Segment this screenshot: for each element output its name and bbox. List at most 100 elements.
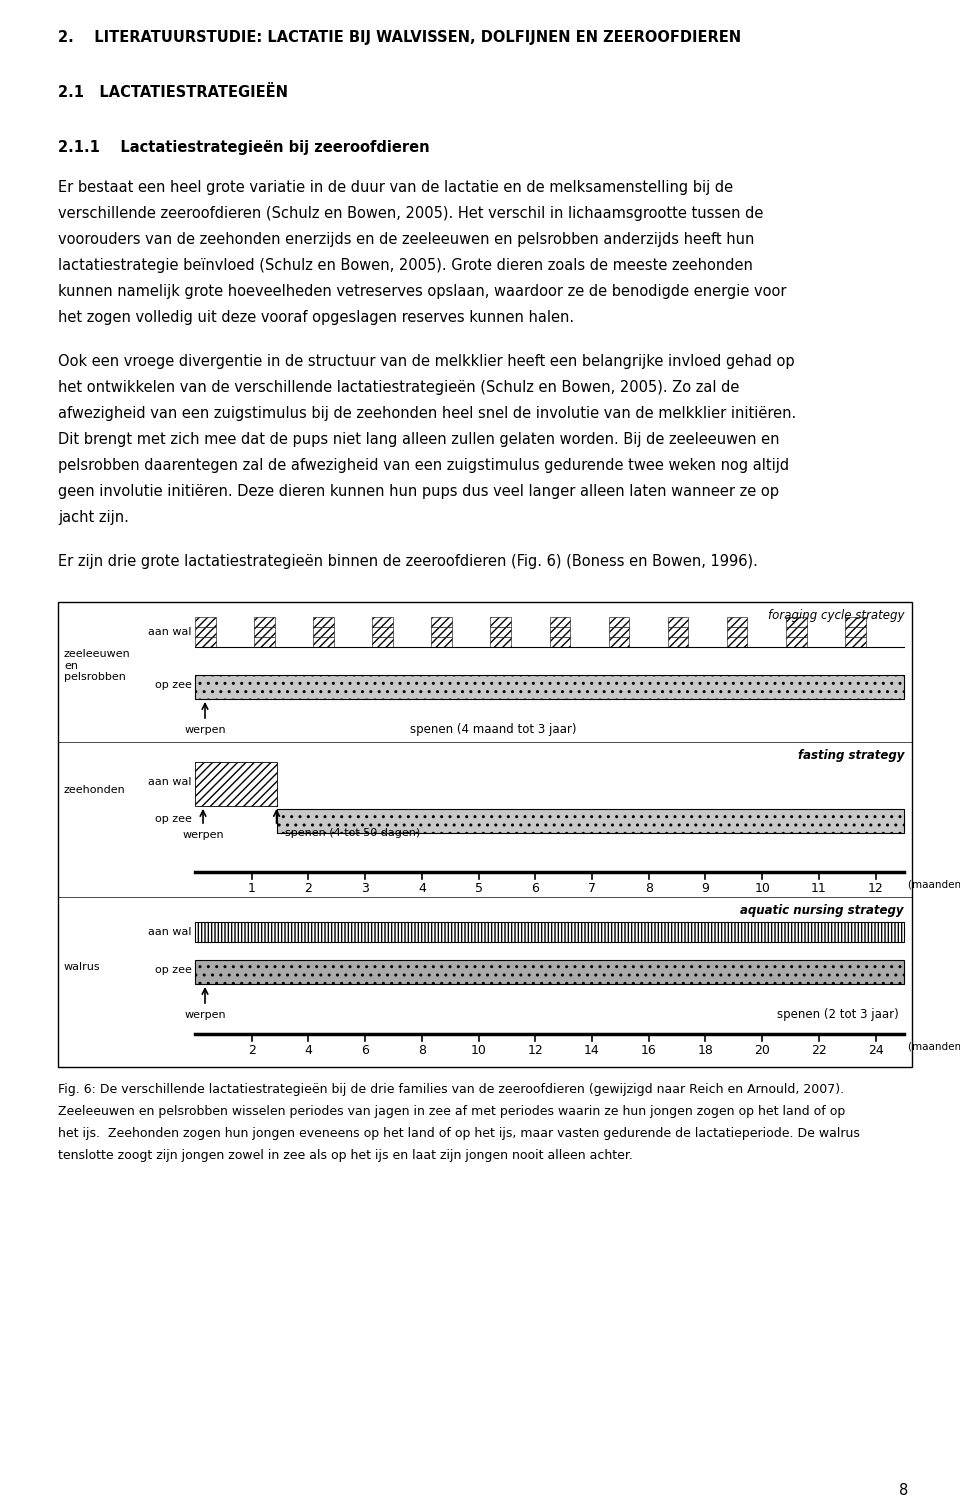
Text: 14: 14 xyxy=(585,1043,600,1057)
Bar xyxy=(58,602,912,1067)
Text: kunnen namelijk grote hoeveelheden vetreserves opslaan, waardoor ze de benodigde: kunnen namelijk grote hoeveelheden vetre… xyxy=(58,284,786,299)
Text: 20: 20 xyxy=(755,1043,770,1057)
Text: 22: 22 xyxy=(811,1043,827,1057)
Bar xyxy=(254,617,275,626)
Text: fasting strategy: fasting strategy xyxy=(798,748,904,762)
Bar xyxy=(549,617,570,626)
Text: spenen (4 tot 50 dagen): spenen (4 tot 50 dagen) xyxy=(284,829,420,838)
Text: verschillende zeeroofdieren (Schulz en Bowen, 2005). Het verschil in lichaamsgro: verschillende zeeroofdieren (Schulz en B… xyxy=(58,206,763,221)
Text: 2.1.1    Lactatiestrategieën bij zeeroofdieren: 2.1.1 Lactatiestrategieën bij zeeroofdie… xyxy=(58,141,430,156)
Text: op zee: op zee xyxy=(156,965,192,975)
Text: aan wal: aan wal xyxy=(149,627,192,637)
Bar xyxy=(609,637,629,647)
Text: 4: 4 xyxy=(304,1043,312,1057)
Text: Er zijn drie grote lactatiestrategieën binnen de zeeroofdieren (Fig. 6) (Boness : Er zijn drie grote lactatiestrategieën b… xyxy=(58,553,757,569)
Text: (maanden na het werpen): (maanden na het werpen) xyxy=(908,1042,960,1052)
Text: Er bestaat een heel grote variatie in de duur van de lactatie en de melksamenste: Er bestaat een heel grote variatie in de… xyxy=(58,180,733,195)
Text: zeeleeuwen
en
pelsrobben: zeeleeuwen en pelsrobben xyxy=(64,649,131,682)
Bar xyxy=(845,637,866,647)
Text: 8: 8 xyxy=(418,1043,426,1057)
Bar xyxy=(372,637,393,647)
Bar xyxy=(727,637,748,647)
Bar xyxy=(313,617,334,626)
Text: 2: 2 xyxy=(248,1043,255,1057)
Text: op zee: op zee xyxy=(156,813,192,824)
Bar xyxy=(549,627,570,637)
Text: 6: 6 xyxy=(361,1043,369,1057)
Bar xyxy=(195,960,904,984)
Bar xyxy=(845,617,866,626)
Text: 5: 5 xyxy=(474,881,483,895)
Bar xyxy=(276,809,904,833)
Text: het zogen volledig uit deze vooraf opgeslagen reserves kunnen halen.: het zogen volledig uit deze vooraf opges… xyxy=(58,310,574,325)
Bar xyxy=(195,922,904,942)
Text: foraging cycle strategy: foraging cycle strategy xyxy=(767,609,904,621)
Text: lactatiestrategie beïnvloed (Schulz en Bowen, 2005). Grote dieren zoals de meest: lactatiestrategie beïnvloed (Schulz en B… xyxy=(58,259,753,274)
Bar xyxy=(195,627,216,637)
Bar xyxy=(786,617,806,626)
Text: werpen: werpen xyxy=(184,1010,226,1021)
Text: op zee: op zee xyxy=(156,680,192,689)
Text: 7: 7 xyxy=(588,881,596,895)
Bar xyxy=(491,627,511,637)
Bar xyxy=(491,637,511,647)
Text: 12: 12 xyxy=(527,1043,543,1057)
Bar xyxy=(431,627,452,637)
Text: 6: 6 xyxy=(532,881,540,895)
Bar xyxy=(372,617,393,626)
Bar xyxy=(254,637,275,647)
Bar xyxy=(609,627,629,637)
Bar xyxy=(254,627,275,637)
Bar xyxy=(313,627,334,637)
Bar xyxy=(195,762,276,806)
Bar xyxy=(727,617,748,626)
Text: het ontwikkelen van de verschillende lactatiestrategieën (Schulz en Bowen, 2005): het ontwikkelen van de verschillende lac… xyxy=(58,380,739,395)
Text: 10: 10 xyxy=(755,881,770,895)
Bar xyxy=(195,617,216,626)
Bar xyxy=(667,617,688,626)
Text: 24: 24 xyxy=(868,1043,883,1057)
Bar xyxy=(431,637,452,647)
Text: 3: 3 xyxy=(361,881,369,895)
Text: Zeeleeuwen en pelsrobben wisselen periodes van jagen in zee af met periodes waar: Zeeleeuwen en pelsrobben wisselen period… xyxy=(58,1105,845,1117)
Text: 10: 10 xyxy=(470,1043,487,1057)
Text: 8: 8 xyxy=(899,1483,908,1498)
Bar xyxy=(431,617,452,626)
Bar xyxy=(549,637,570,647)
Text: Ook een vroege divergentie in de structuur van de melkklier heeft een belangrijk: Ook een vroege divergentie in de structu… xyxy=(58,354,795,369)
Text: 18: 18 xyxy=(698,1043,713,1057)
Bar xyxy=(667,627,688,637)
Bar xyxy=(313,637,334,647)
Text: aan wal: aan wal xyxy=(149,927,192,937)
Text: het ijs.  Zeehonden zogen hun jongen eveneens op het land of op het ijs, maar va: het ijs. Zeehonden zogen hun jongen even… xyxy=(58,1126,860,1140)
Text: 16: 16 xyxy=(641,1043,657,1057)
Text: zeehonden: zeehonden xyxy=(64,785,126,795)
Text: 4: 4 xyxy=(418,881,426,895)
Text: 9: 9 xyxy=(702,881,709,895)
Text: afwezigheid van een zuigstimulus bij de zeehonden heel snel de involutie van de : afwezigheid van een zuigstimulus bij de … xyxy=(58,407,796,420)
Text: 2: 2 xyxy=(304,881,312,895)
Text: (maanden na het werpen): (maanden na het werpen) xyxy=(908,880,960,891)
Bar xyxy=(845,627,866,637)
Bar xyxy=(786,627,806,637)
Text: Fig. 6: De verschillende lactatiestrategieën bij de drie families van de zeeroof: Fig. 6: De verschillende lactatiestrateg… xyxy=(58,1083,844,1096)
Text: 2.    LITERATUURSTUDIE: LACTATIE BIJ WALVISSEN, DOLFIJNEN EN ZEEROOFDIEREN: 2. LITERATUURSTUDIE: LACTATIE BIJ WALVIS… xyxy=(58,30,741,45)
Text: walrus: walrus xyxy=(64,962,101,972)
Text: jacht zijn.: jacht zijn. xyxy=(58,510,129,525)
Bar xyxy=(491,617,511,626)
Text: werpen: werpen xyxy=(182,830,224,841)
Bar xyxy=(667,637,688,647)
Text: 1: 1 xyxy=(248,881,255,895)
Text: tenslotte zoogt zijn jongen zowel in zee als op het ijs en laat zijn jongen nooi: tenslotte zoogt zijn jongen zowel in zee… xyxy=(58,1149,633,1163)
Bar xyxy=(786,637,806,647)
Text: geen involutie initiëren. Deze dieren kunnen hun pups dus veel langer alleen lat: geen involutie initiëren. Deze dieren ku… xyxy=(58,484,779,499)
Text: 12: 12 xyxy=(868,881,883,895)
Text: spenen (4 maand tot 3 jaar): spenen (4 maand tot 3 jaar) xyxy=(410,723,576,736)
Text: 2.1   LACTATIESTRATEGIEËN: 2.1 LACTATIESTRATEGIEËN xyxy=(58,85,288,100)
Text: voorouders van de zeehonden enerzijds en de zeeleeuwen en pelsrobben anderzijds : voorouders van de zeehonden enerzijds en… xyxy=(58,231,755,246)
Text: spenen (2 tot 3 jaar): spenen (2 tot 3 jaar) xyxy=(778,1009,899,1021)
Bar xyxy=(609,617,629,626)
Bar xyxy=(372,627,393,637)
Bar xyxy=(727,627,748,637)
Text: aan wal: aan wal xyxy=(149,777,192,788)
